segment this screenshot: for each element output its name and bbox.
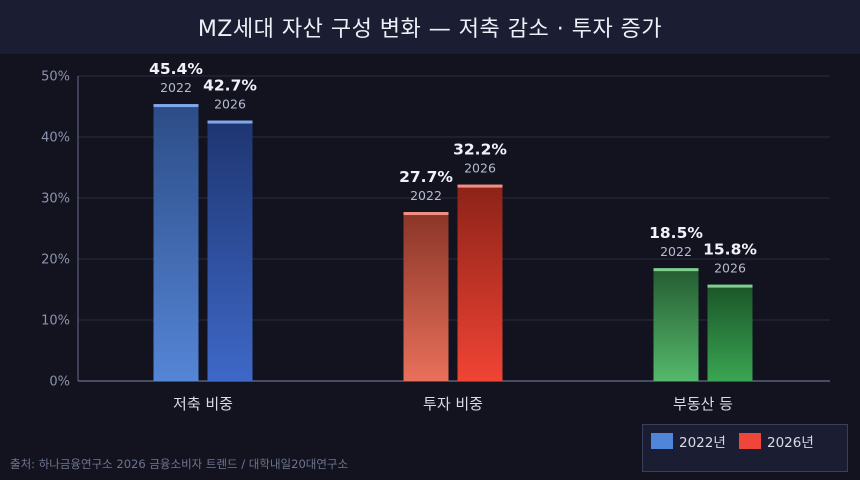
- data-labels: 45.4% 2022 42.7% 2026 27.7% 2022 32.2% 2026 18.5…: [149, 60, 757, 276]
- bar-cap: [403, 212, 449, 216]
- data-label-year: 2022: [660, 244, 692, 259]
- y-tick-label: 0%: [49, 375, 70, 390]
- data-label-value: 32.2%: [453, 141, 507, 159]
- data-label-year: 2026: [714, 261, 746, 276]
- data-label-year: 2022: [160, 80, 192, 95]
- bars: [153, 104, 753, 381]
- bar: [403, 212, 449, 381]
- axes: 0% 10% 20% 30% 40% 50% 저축 비중 투자 비중 부동산 등: [41, 70, 830, 413]
- y-tick-label: 30%: [41, 192, 70, 207]
- chart-title: MZ세대 자산 구성 변화 — 저축 감소 · 투자 증가: [197, 17, 663, 42]
- data-label-year: 2026: [214, 97, 246, 112]
- y-tick-label: 40%: [41, 131, 70, 146]
- y-tick-label: 20%: [41, 253, 70, 268]
- bar: [153, 104, 199, 381]
- y-tick-label: 50%: [41, 70, 70, 85]
- x-tick-label: 저축 비중: [173, 395, 233, 413]
- data-label-year: 2022: [410, 188, 442, 203]
- legend: 2022년 2026년: [642, 424, 848, 472]
- bar-cap: [457, 184, 503, 188]
- x-tick-label: 투자 비중: [423, 395, 483, 413]
- bar-cap: [207, 120, 253, 124]
- chart-header: MZ세대 자산 구성 변화 — 저축 감소 · 투자 증가: [0, 0, 860, 54]
- data-label-value: 18.5%: [649, 224, 703, 242]
- data-label-year: 2026: [464, 161, 496, 176]
- bar-cap: [707, 284, 753, 288]
- grid-lines: [78, 75, 830, 321]
- y-tick-label: 10%: [41, 314, 70, 329]
- bar: [707, 284, 753, 381]
- data-label-value: 42.7%: [203, 77, 257, 95]
- data-label-value: 15.8%: [703, 241, 757, 259]
- legend-item-2022: 2022년: [651, 431, 726, 451]
- data-label-value: 45.4%: [149, 60, 203, 78]
- bar: [457, 184, 503, 381]
- bar-cap: [153, 104, 199, 108]
- data-label-value: 27.7%: [399, 168, 453, 186]
- legend-swatch-2022: [651, 433, 673, 449]
- bar-cap: [653, 268, 699, 272]
- bar: [653, 268, 699, 381]
- bar: [207, 120, 253, 381]
- x-tick-label: 부동산 등: [673, 395, 733, 413]
- legend-label-2022: 2022년: [679, 435, 726, 451]
- source-note: 출처: 하나금융연구소 2026 금융소비자 트렌드 / 대학내일20대연구소: [10, 457, 349, 471]
- legend-item-2026: 2026년: [739, 431, 814, 451]
- legend-swatch-2026: [739, 433, 761, 449]
- legend-label-2026: 2026년: [767, 435, 814, 451]
